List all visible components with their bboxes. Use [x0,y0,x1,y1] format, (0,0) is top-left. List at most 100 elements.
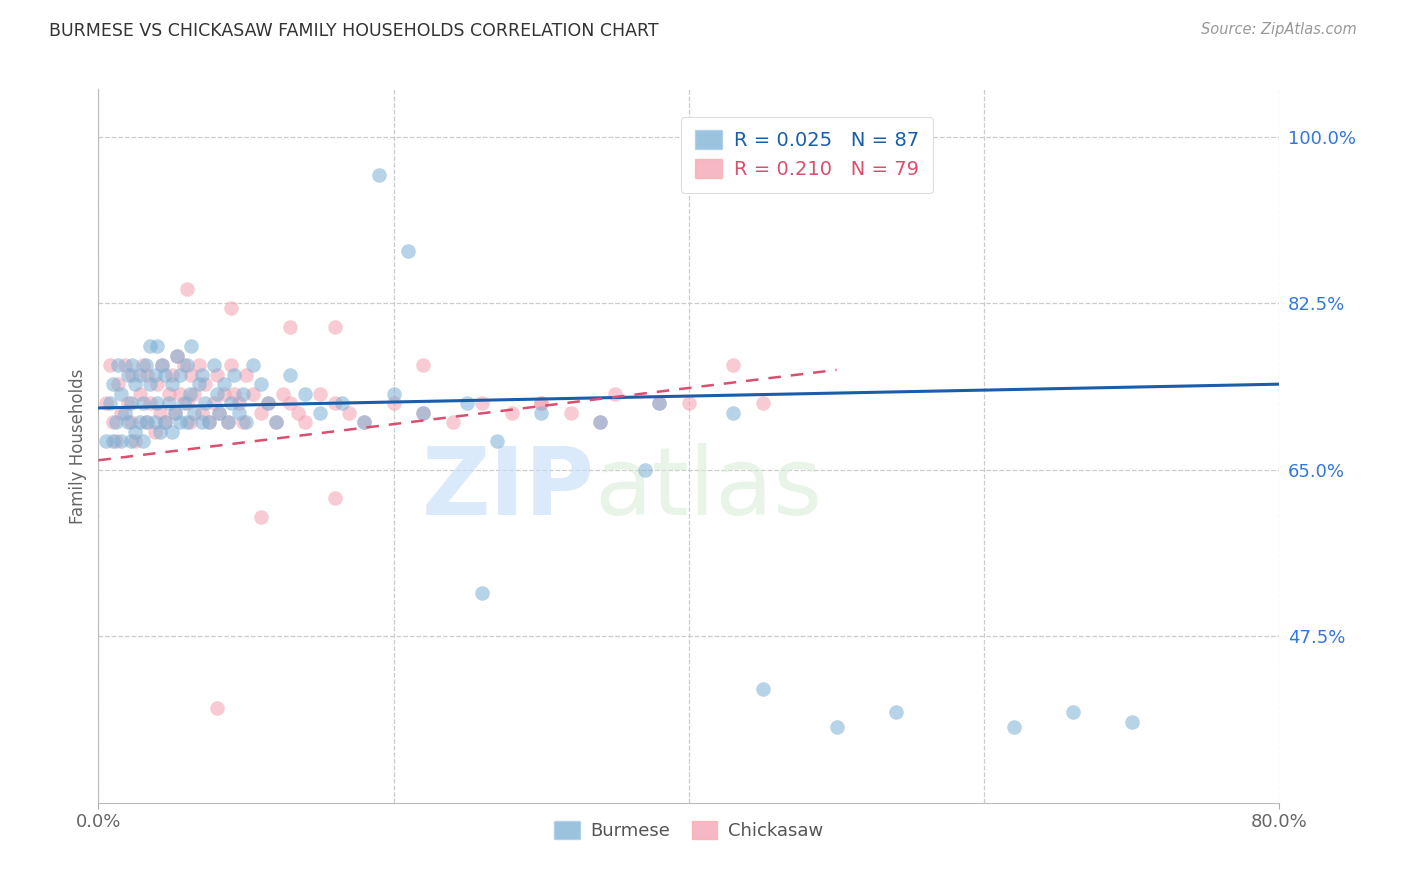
Point [128,386,150,401]
Point [121,358,143,372]
Point [153,415,176,429]
Point [309,406,332,420]
Point [121,368,143,382]
Point [162,368,183,382]
Point [398,244,420,258]
Point [120,396,142,410]
Point [471,396,494,410]
Point [162,377,183,392]
Point [208,406,231,420]
Point [264,415,287,429]
Point [457,396,479,410]
Point [110,406,132,420]
Point [205,386,228,401]
Point [110,434,132,449]
Point [198,415,221,429]
Point [176,282,198,296]
Point [723,358,745,372]
Point [368,168,391,182]
Point [169,386,191,401]
Point [153,415,176,429]
Point [221,301,243,315]
Point [173,396,195,410]
Point [287,406,309,420]
Point [217,415,239,429]
Point [105,415,128,429]
Point [257,396,280,410]
Point [94,396,117,410]
Legend: Burmese, Chickasaw: Burmese, Chickasaw [547,814,831,847]
Point [205,700,228,714]
Point [412,406,434,420]
Point [280,368,302,382]
Point [191,368,214,382]
Point [132,396,155,410]
Point [166,349,188,363]
Point [162,425,183,439]
Point [294,386,316,401]
Point [589,415,612,429]
Point [191,415,214,429]
Point [530,406,553,420]
Point [157,396,180,410]
Point [194,377,217,392]
Point [228,406,250,420]
Point [180,339,202,353]
Point [471,586,494,600]
Point [128,415,150,429]
Point [250,406,273,420]
Point [173,358,195,372]
Point [146,339,169,353]
Point [486,434,509,449]
Point [103,434,125,449]
Point [176,396,198,410]
Point [232,415,254,429]
Point [605,386,627,401]
Point [143,415,166,429]
Point [339,406,361,420]
Point [224,368,246,382]
Point [187,377,209,392]
Point [191,406,214,420]
Point [271,386,294,401]
Point [103,415,125,429]
Point [120,434,142,449]
Point [143,425,166,439]
Point [353,415,375,429]
Point [166,349,188,363]
Point [221,358,243,372]
Point [589,415,612,429]
Text: Source: ZipAtlas.com: Source: ZipAtlas.com [1201,22,1357,37]
Point [117,415,139,429]
Point [224,386,246,401]
Point [217,415,239,429]
Point [117,368,139,382]
Point [180,368,202,382]
Point [242,358,264,372]
Point [105,434,128,449]
Point [139,396,162,410]
Point [136,368,159,382]
Point [150,358,173,372]
Point [107,358,129,372]
Point [117,396,139,410]
Point [250,377,273,392]
Y-axis label: Family Households: Family Households [69,368,87,524]
Point [132,358,155,372]
Point [382,386,405,401]
Point [530,396,553,410]
Text: ZIP: ZIP [422,442,595,535]
Point [139,339,162,353]
Point [235,368,257,382]
Point [132,434,155,449]
Point [205,368,228,382]
Point [560,406,582,420]
Point [212,377,235,392]
Point [648,396,671,410]
Point [157,386,180,401]
Point [179,386,201,401]
Point [242,386,264,401]
Point [143,368,166,382]
Point [169,415,191,429]
Point [183,406,205,420]
